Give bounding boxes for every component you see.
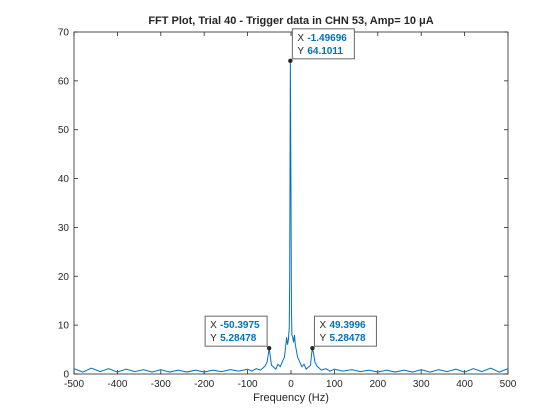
x-tick-label: 300	[413, 379, 430, 390]
x-tick-label: 500	[500, 379, 517, 390]
x-tick-label: -100	[238, 379, 258, 390]
y-tick-label: 30	[58, 223, 70, 234]
x-tick-label: 200	[369, 379, 386, 390]
datatip-x-value: -50.3975	[220, 320, 260, 331]
x-axis-title: Frequency (Hz)	[253, 392, 329, 404]
y-tick-label: 60	[58, 76, 70, 87]
datatip-x-value: -1.49696	[307, 33, 347, 44]
datatip-y-value: 5.28478	[329, 333, 366, 344]
datatip-x-label: X	[297, 33, 304, 44]
datatip-x-value: 49.3996	[329, 320, 366, 331]
datatip-box[interactable]	[204, 315, 268, 347]
datatip-x-label: X	[210, 320, 217, 331]
datatip-y-label: Y	[297, 46, 304, 57]
datatip-marker[interactable]	[310, 345, 315, 351]
spectrum-line	[73, 60, 509, 373]
datatip-x-label: X	[319, 320, 326, 331]
x-tick-label: 100	[326, 379, 343, 390]
y-tick-label: 20	[58, 272, 70, 283]
datatip-y-label: Y	[319, 333, 326, 344]
y-tick-label: 70	[58, 28, 70, 39]
x-tick-label: -300	[151, 379, 171, 390]
datatip-y-value: 5.28478	[220, 333, 257, 344]
y-tick-label: 0	[63, 370, 69, 381]
datatip-y-label: Y	[210, 333, 217, 344]
datatip-marker[interactable]	[266, 345, 272, 351]
y-tick-label: 50	[58, 125, 70, 136]
datatip-y-value: 64.1011	[307, 46, 343, 57]
x-tick-label: -400	[107, 379, 127, 390]
x-tick-label: 400	[456, 379, 473, 390]
x-tick-label: -500	[64, 379, 84, 390]
chart-title: FFT Plot, Trial 40 - Trigger data in CHN…	[148, 15, 433, 27]
x-tick-label: -200	[194, 379, 214, 390]
datatip-marker[interactable]	[288, 58, 293, 64]
plot-area[interactable]: -500 -400 -300 -200 -100 0 100 200 300 400 500 0 10 2…	[58, 28, 517, 391]
datatip-box[interactable]	[313, 315, 377, 347]
datatip-box[interactable]	[291, 28, 355, 60]
y-tick-label: 40	[58, 174, 70, 185]
x-tick-label: 0	[288, 379, 294, 390]
y-tick-label: 10	[58, 321, 70, 332]
